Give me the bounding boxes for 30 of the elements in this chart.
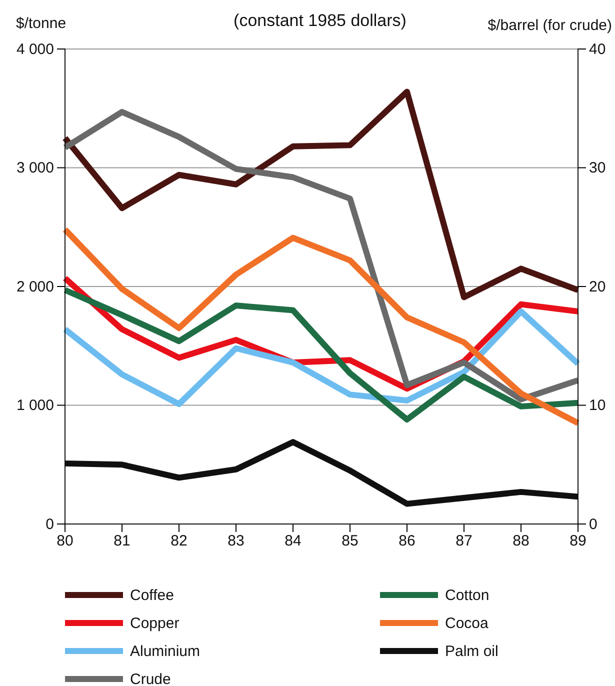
legend-label: Cotton	[445, 587, 490, 604]
y2-tick-label: 20	[589, 278, 606, 296]
legend-label: Cocoa	[445, 615, 490, 632]
legend-label: Aluminium	[130, 643, 200, 660]
legend-label: Palm oil	[445, 643, 498, 660]
legend-label: Crude	[130, 671, 171, 686]
y2-tick-label: 30	[589, 160, 606, 177]
x-tick-label: 82	[170, 532, 188, 550]
legend-label: Coffee	[130, 587, 174, 604]
y-axis-title: $/tonne	[16, 15, 66, 32]
chart-subtitle: (constant 1985 dollars)	[234, 11, 406, 30]
x-tick-label: 83	[228, 532, 244, 550]
y-tick-label: 1 000	[16, 397, 54, 414]
x-tick-label: 84	[284, 532, 302, 550]
y2-tick-label: 10	[589, 397, 606, 414]
y-tick-label: 4 000	[16, 40, 54, 58]
x-tick-label: 85	[342, 532, 358, 550]
legend-label: Copper	[130, 615, 180, 632]
x-tick-label: 87	[456, 532, 472, 550]
x-tick-label: 88	[512, 532, 530, 550]
y2-tick-label: 40	[589, 40, 606, 58]
y-tick-label: 2 000	[16, 278, 54, 296]
y-tick-label: 0	[46, 516, 54, 533]
y2-axis-title: $/barrel (for crude)	[488, 17, 612, 34]
y2-tick-label: 0	[589, 516, 598, 533]
y-tick-label: 3 000	[16, 160, 54, 177]
x-tick-label: 89	[570, 532, 586, 550]
x-tick-label: 86	[398, 532, 416, 550]
x-tick-label: 80	[56, 532, 74, 550]
x-tick-label: 81	[114, 532, 130, 550]
